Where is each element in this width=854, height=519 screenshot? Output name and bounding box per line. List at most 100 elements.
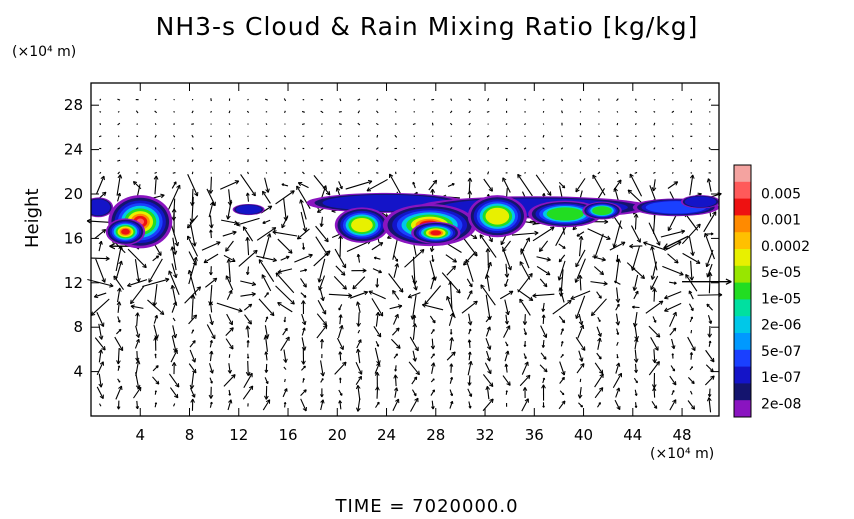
wind-vector [446, 265, 457, 276]
wind-vector [334, 361, 347, 375]
wind-vector [689, 260, 695, 281]
wind-vector [296, 228, 310, 240]
wind-vector [503, 325, 511, 338]
wind-vector [371, 298, 384, 317]
wind-vector [375, 122, 379, 126]
cloud-cell [546, 207, 584, 221]
y-tick-label: 4 [73, 363, 83, 381]
wind-vector [262, 233, 272, 259]
wind-vector [228, 354, 231, 358]
wind-vector [135, 360, 141, 377]
wind-vector [411, 376, 418, 385]
wind-vector [651, 401, 658, 409]
wind-vector [578, 402, 583, 408]
wind-vector [191, 110, 194, 114]
wind-vector [154, 353, 157, 359]
wind-vector [634, 363, 638, 373]
wind-vector [99, 403, 102, 407]
wind-vector [334, 248, 347, 269]
wind-vector [598, 123, 600, 125]
wind-vector [681, 223, 701, 245]
x-tick-label: 4 [135, 426, 145, 444]
wind-vector [579, 111, 582, 113]
wind-vector [264, 377, 269, 385]
wind-vector [391, 327, 400, 336]
wind-vector [579, 135, 582, 138]
wind-vector [171, 362, 177, 375]
cloud-cell [351, 217, 373, 233]
colorbar-label: 2e-08 [761, 396, 801, 412]
wind-vector [98, 135, 102, 138]
wind-vector [671, 353, 675, 359]
wind-vector [98, 373, 104, 388]
wind-vector [643, 241, 666, 251]
wind-vector [152, 255, 160, 262]
wind-vector [541, 314, 546, 325]
colorbar: 0.005 0.001 0.0002 5e-05 1e-05 2e-06 5e-07 1e-0… [733, 164, 810, 418]
wind-vector [615, 303, 620, 311]
colorbar-swatch [734, 366, 751, 384]
wind-vector [448, 312, 455, 326]
wind-vector [648, 325, 661, 338]
wind-vector [262, 190, 271, 204]
wind-vector [300, 389, 307, 397]
wind-vector [430, 378, 435, 383]
wind-vector [355, 361, 363, 375]
wind-vector [468, 122, 471, 126]
wind-vector [467, 313, 473, 326]
wind-vector [559, 361, 566, 376]
wind-vector [688, 303, 694, 312]
wind-vector [190, 398, 196, 411]
wind-vector [226, 289, 233, 300]
wind-vector [316, 313, 328, 326]
wind-vector [523, 328, 528, 336]
wind-vector [188, 314, 198, 325]
wind-vector [154, 123, 157, 126]
wind-vector [651, 372, 657, 389]
wind-vector [357, 122, 361, 126]
wind-vector [172, 325, 178, 339]
wind-vector [648, 222, 661, 246]
wind-vector [575, 337, 586, 351]
wind-vector [191, 159, 194, 163]
wind-vector [319, 216, 324, 227]
wind-vector [464, 259, 474, 282]
wind-vector [392, 313, 399, 325]
wind-vector [299, 199, 307, 220]
wind-vector [116, 174, 123, 196]
colorbar-swatch [734, 198, 751, 216]
wind-vector [317, 300, 327, 315]
wind-vector [390, 338, 401, 349]
wind-vector [648, 361, 660, 376]
wind-vector [598, 111, 600, 113]
wind-vector [394, 387, 399, 398]
wind-vector [283, 366, 287, 370]
wind-vector [133, 386, 142, 399]
wind-vector [466, 290, 473, 300]
colorbar-swatch [734, 165, 751, 183]
wind-vector [117, 159, 121, 162]
wind-vector [116, 328, 122, 335]
wind-vector [261, 274, 272, 292]
wind-vector [320, 147, 324, 150]
wind-vector [593, 266, 605, 276]
wind-vector [632, 274, 639, 291]
wind-vector [651, 179, 657, 192]
wind-vector [685, 273, 698, 292]
wind-vector [301, 110, 305, 113]
wind-vector [697, 292, 723, 298]
wind-vector [210, 172, 212, 174]
wind-vector [339, 98, 342, 102]
wind-vector [578, 313, 584, 326]
wind-vector [557, 260, 566, 281]
wind-vector [413, 159, 416, 162]
wind-vector [242, 385, 254, 400]
wind-vector [117, 316, 121, 323]
wind-vector [94, 229, 107, 239]
wind-vector [264, 363, 269, 373]
wind-vector [154, 110, 158, 114]
wind-vector [264, 385, 269, 400]
wind-vector [294, 253, 313, 263]
wind-vector [394, 98, 398, 101]
wind-vector [368, 290, 386, 300]
